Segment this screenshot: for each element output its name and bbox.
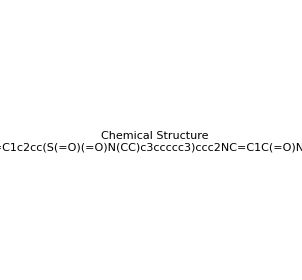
Text: Chemical Structure
O=C1c2cc(S(=O)(=O)N(CC)c3ccccc3)ccc2NC=C1C(=O)NCc1: Chemical Structure O=C1c2cc(S(=O)(=O)N(C… — [0, 130, 302, 152]
